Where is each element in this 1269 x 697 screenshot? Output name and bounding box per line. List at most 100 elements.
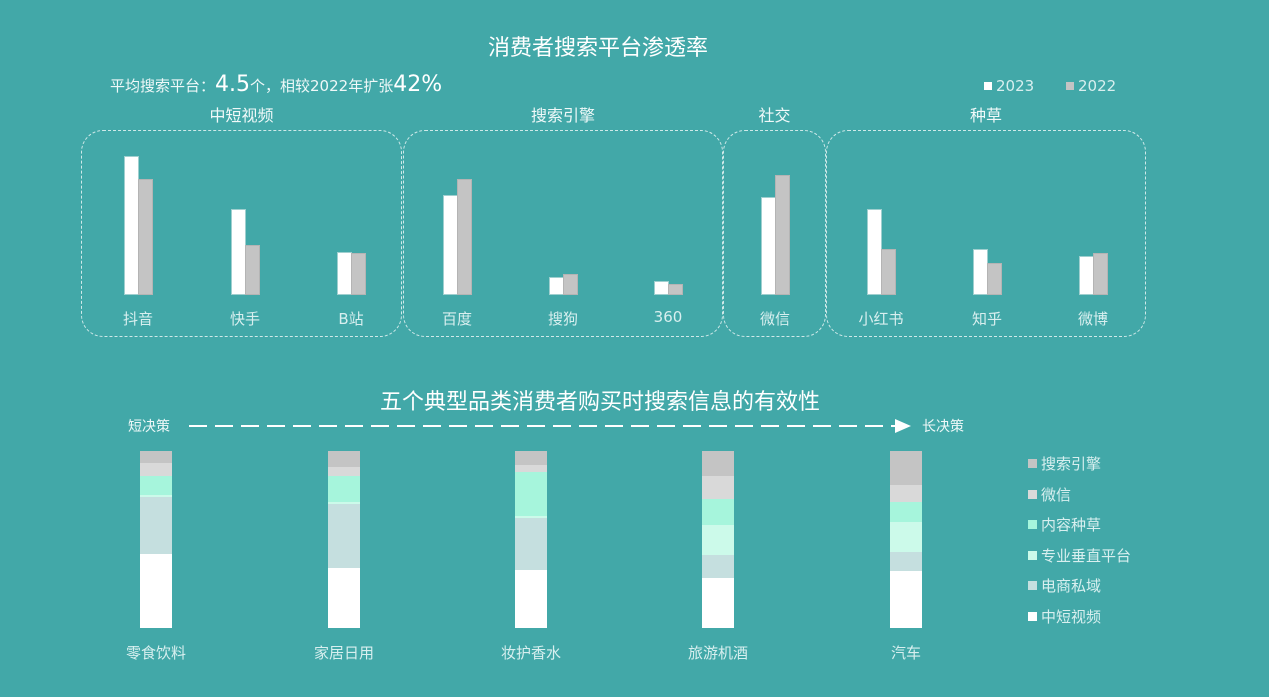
segment-微信 [328,466,360,476]
category-label: 汽车 [890,644,922,662]
bar-2022 [881,249,896,295]
bar-2022 [245,245,260,295]
legend-label: 内容种草 [1041,516,1102,534]
category-label: 抖音 [122,310,154,328]
bar-2023 [867,209,882,295]
legend-item: 专业垂直平台 [1028,545,1131,566]
segment-专业垂直平台 [140,495,172,498]
segment-内容种草 [140,475,172,496]
segment-电商私域 [890,551,922,572]
segment-微信 [890,484,922,503]
legend-label: 2023 [996,77,1035,95]
legend-item: 中短视频 [1028,606,1101,627]
segment-中短视频 [140,553,172,628]
legend-swatch [1028,550,1037,560]
legend-swatch [1028,489,1037,499]
category-label: 家居日用 [313,644,375,662]
segment-搜索引擎 [140,451,172,464]
stacked-bar [328,451,360,628]
segment-电商私域 [140,497,172,554]
bar-2022 [457,179,472,295]
group-title: 社交 [758,106,791,125]
legend-swatch [1028,581,1037,590]
growth-value: 42% [393,72,443,97]
segment-中短视频 [515,569,547,628]
bar-2022 [775,175,790,295]
segment-电商私域 [702,555,734,579]
segment-搜索引擎 [328,451,360,467]
legend-2022: 2022 [1066,77,1116,95]
bar-2023 [549,277,564,295]
category-label: 微信 [759,310,791,328]
arrow-left-label: 短决策 [128,419,170,435]
legend-label: 2022 [1078,77,1117,95]
stacked-bar [515,451,547,628]
category-label: 微博 [1077,310,1109,328]
stacked-bar [140,451,172,628]
segment-搜索引擎 [890,451,922,485]
category-label: 搜狗 [547,310,579,328]
group-box [81,130,402,337]
category-label: 妆护香水 [500,644,562,662]
subtitle-text: 平均搜索平台： [110,77,216,95]
segment-微信 [702,475,734,499]
group-title: 种草 [969,106,1003,125]
category-label: 知乎 [971,310,1003,328]
legend-swatch [1028,611,1037,621]
segment-电商私域 [515,518,547,570]
subtitle-text: 个，相较2022年扩张 [250,77,394,95]
bar-2023 [337,252,352,295]
segment-中短视频 [328,567,360,628]
legend-label: 专业垂直平台 [1041,546,1132,565]
segment-微信 [515,465,547,473]
category-label: 小红书 [858,310,904,328]
group-box [826,130,1146,337]
bar-2023 [231,209,246,295]
segment-微信 [140,463,172,476]
stacked-bar [890,451,922,628]
bar-2023 [654,281,669,295]
category-label: 旅游机酒 [687,644,749,662]
top-chart-title: 消费者搜索平台渗透率 [488,36,709,61]
legend-swatch [1028,520,1037,529]
avg-platforms-value: 4.5 [215,72,251,97]
decision-arrow [189,419,911,433]
group-title: 中短视频 [209,106,274,125]
legend-label: 中短视频 [1041,607,1102,626]
segment-中短视频 [890,571,922,628]
segment-电商私域 [328,504,360,568]
legend-label: 搜索引擎 [1041,455,1102,473]
bar-2022 [563,274,578,295]
bar-2022 [351,253,366,295]
category-label: 快手 [229,310,261,328]
legend-swatch [1066,82,1074,90]
bar-2022 [668,284,683,295]
segment-专业垂直平台 [890,521,922,552]
segment-搜索引擎 [702,451,734,476]
legend-item: 微信 [1028,484,1071,505]
category-label: 360 [653,308,683,326]
legend-item: 内容种草 [1028,514,1101,535]
bar-2022 [138,179,153,295]
legend-item: 电商私域 [1028,575,1101,596]
bar-2023 [124,156,139,295]
legend-swatch [984,82,992,90]
bar-2023 [973,249,988,295]
bar-2023 [443,195,458,295]
arrow-right-label: 长决策 [922,419,964,435]
segment-专业垂直平台 [328,502,360,505]
bar-2022 [1093,253,1108,295]
segment-专业垂直平台 [515,516,547,519]
segment-搜索引擎 [515,451,547,466]
category-label: 零食饮料 [125,644,187,662]
bar-2022 [987,263,1002,295]
bottom-chart-title: 五个典型品类消费者购买时搜索信息的有效性 [380,390,821,415]
stacked-bar [702,451,734,628]
top-chart-subtitle: 平均搜索平台：4.5个，相较2022年扩张42% [110,72,442,97]
segment-内容种草 [328,475,360,503]
bar-2023 [1079,256,1094,295]
segment-内容种草 [890,502,922,522]
legend-2023: 2023 [984,77,1034,95]
segment-专业垂直平台 [702,525,734,556]
segment-内容种草 [702,498,734,526]
